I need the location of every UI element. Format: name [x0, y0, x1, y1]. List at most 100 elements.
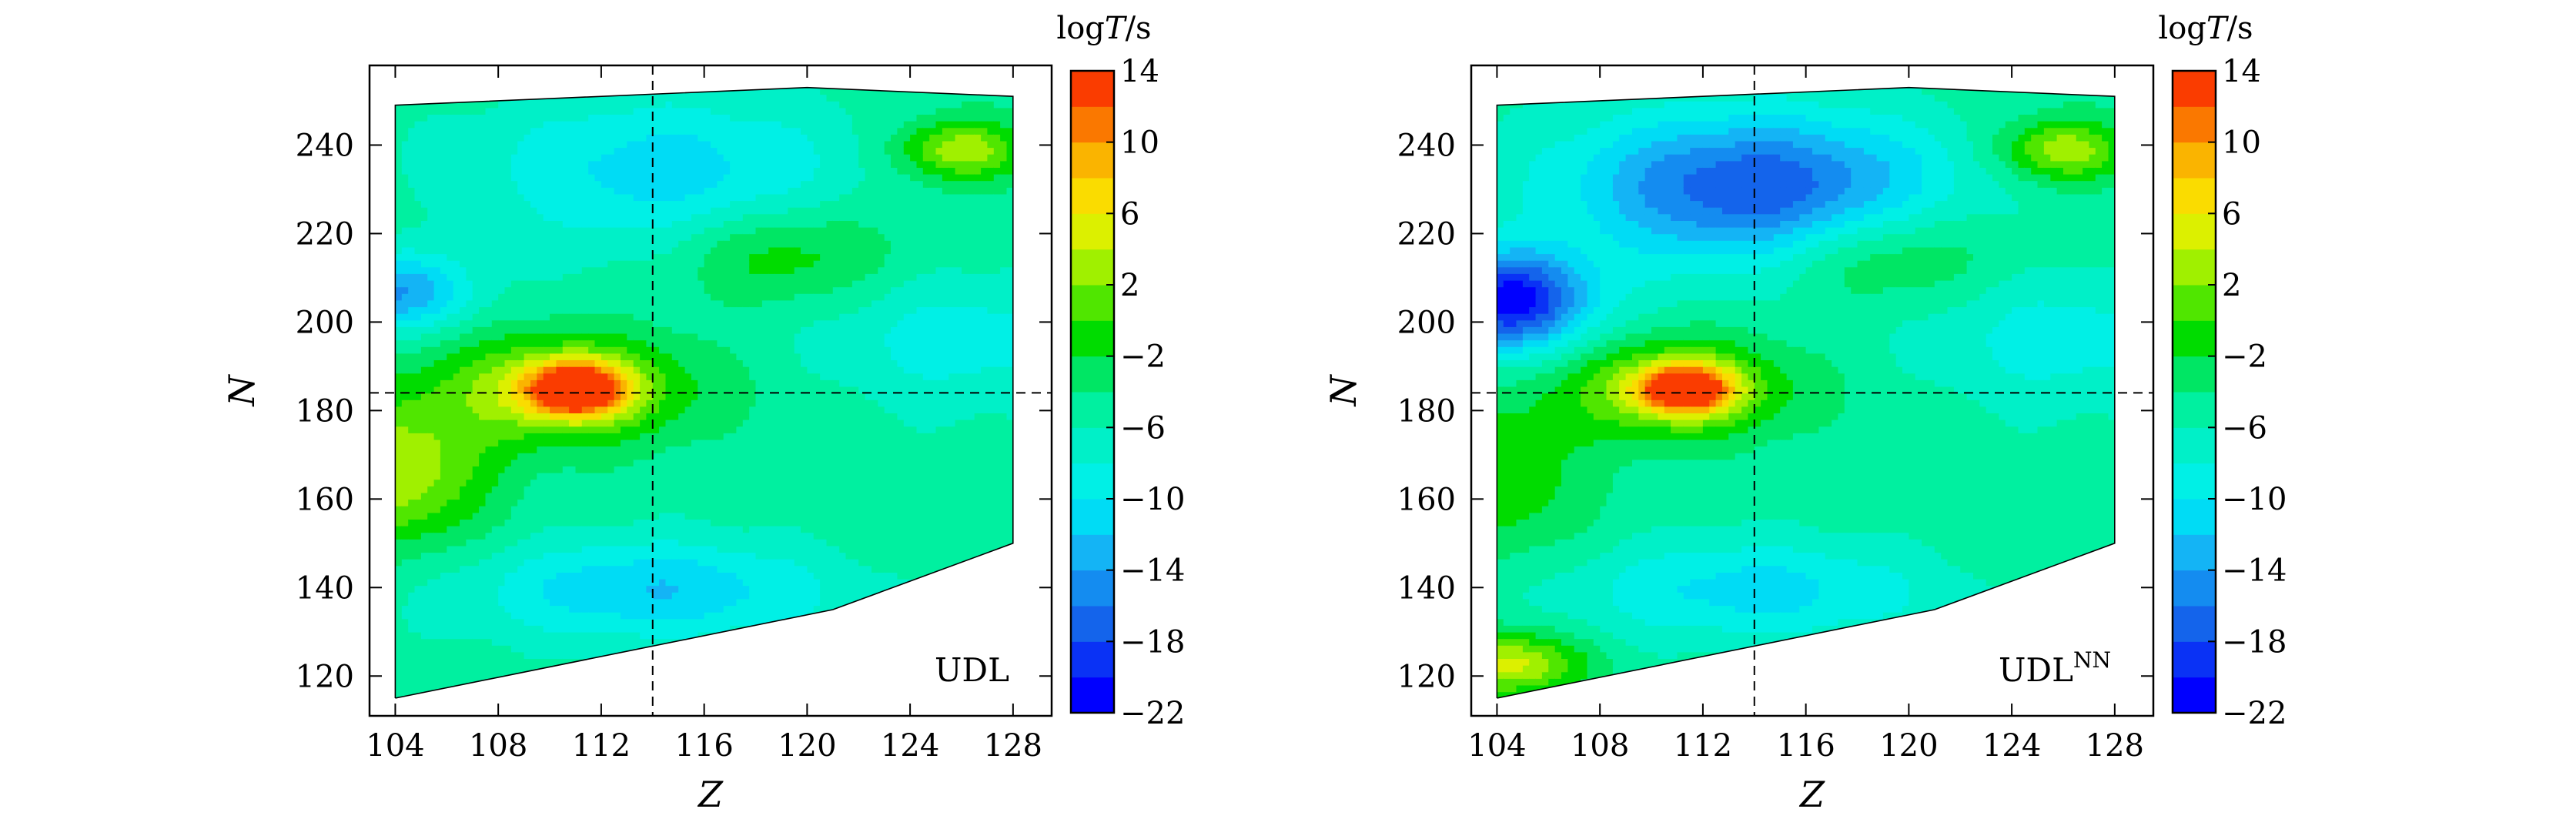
heatmap-cell	[556, 180, 564, 188]
heatmap-cell	[401, 286, 409, 294]
heatmap-cell	[401, 206, 409, 215]
heatmap-cell	[427, 386, 435, 394]
heatmap-cell	[556, 472, 564, 480]
heatmap-cell	[517, 75, 524, 82]
heatmap-cell	[517, 592, 525, 600]
heatmap-cell	[717, 213, 724, 221]
heatmap-cell	[550, 592, 557, 600]
heatmap-cell	[440, 366, 448, 374]
heatmap-cell	[678, 107, 686, 115]
heatmap-cell	[543, 107, 550, 115]
heatmap-cell	[472, 120, 480, 129]
heatmap-cell	[659, 506, 667, 513]
heatmap-cell	[485, 399, 493, 407]
heatmap-cell	[627, 605, 634, 613]
heatmap-cell	[691, 386, 699, 394]
heatmap-cell	[698, 366, 705, 374]
heatmap-cell	[511, 75, 518, 82]
heatmap-cell	[711, 299, 718, 308]
heatmap-cell	[460, 419, 467, 427]
heatmap-cell	[408, 433, 416, 440]
heatmap-cell	[537, 605, 544, 613]
heatmap-cell	[408, 259, 416, 268]
heatmap-cell	[395, 187, 403, 195]
heatmap-cell	[665, 173, 673, 182]
heatmap-cell	[498, 698, 505, 705]
heatmap-cell	[575, 558, 583, 567]
heatmap-cell	[614, 479, 621, 486]
heatmap-cell	[491, 645, 499, 653]
heatmap-cell	[601, 472, 609, 480]
heatmap-cell	[420, 253, 429, 261]
heatmap-cell	[395, 299, 403, 308]
heatmap-cell	[472, 134, 480, 142]
heatmap-cell	[711, 206, 718, 215]
heatmap-cell	[479, 618, 487, 626]
contour-heatmap	[395, 75, 1013, 705]
heatmap-cell	[684, 147, 692, 155]
heatmap-cell	[485, 439, 493, 447]
heatmap-cell	[485, 519, 493, 526]
heatmap-cell	[460, 266, 467, 274]
heatmap-cell	[646, 625, 654, 633]
heatmap-cell	[427, 180, 435, 188]
heatmap-cell	[607, 691, 615, 698]
heatmap-cell	[543, 499, 550, 506]
heatmap-cell	[479, 419, 487, 427]
heatmap-cell	[562, 519, 570, 526]
heatmap-cell	[556, 618, 564, 626]
heatmap-cell	[543, 379, 550, 387]
heatmap-cell	[427, 101, 435, 109]
heatmap-cell	[601, 618, 609, 626]
heatmap-cell	[427, 273, 435, 281]
heatmap-cell	[621, 552, 628, 560]
heatmap-cell	[652, 266, 660, 274]
heatmap-cell	[466, 393, 473, 400]
heatmap-cell	[627, 618, 634, 626]
heatmap-cell	[704, 286, 711, 294]
heatmap-cell	[671, 379, 679, 387]
heatmap-cell	[581, 154, 589, 162]
heatmap-cell	[491, 658, 499, 666]
heatmap-cell	[614, 246, 621, 255]
heatmap-cell	[427, 658, 435, 666]
heatmap-cell	[504, 598, 512, 607]
heatmap-cell	[420, 459, 429, 466]
heatmap-cell	[711, 107, 718, 115]
heatmap-cell	[691, 147, 699, 155]
heatmap-cell	[723, 684, 731, 693]
heatmap-cell	[414, 472, 422, 480]
heatmap-cell	[646, 565, 654, 573]
heatmap-cell	[614, 127, 621, 135]
heatmap-cell	[646, 525, 654, 533]
heatmap-cell	[575, 333, 583, 341]
heatmap-cell	[510, 453, 519, 460]
heatmap-cell	[504, 638, 512, 646]
heatmap-cell	[614, 618, 621, 626]
heatmap-cell	[671, 552, 679, 560]
heatmap-cell	[607, 558, 615, 567]
heatmap-cell	[671, 545, 679, 553]
heatmap-cell	[640, 259, 647, 268]
heatmap-cell	[447, 605, 454, 613]
heatmap-cell	[562, 193, 570, 202]
heatmap-cell	[491, 147, 499, 155]
heatmap-cell	[485, 631, 493, 640]
heatmap-cell	[420, 413, 429, 420]
heatmap-cell	[581, 359, 589, 367]
heatmap-cell	[671, 386, 679, 394]
heatmap-cell	[575, 293, 583, 301]
heatmap-cell	[588, 233, 596, 241]
heatmap-cell	[621, 87, 628, 95]
heatmap-cell	[601, 439, 609, 447]
heatmap-cell	[433, 598, 441, 607]
heatmap-cell	[472, 658, 480, 666]
heatmap-cell	[671, 140, 679, 149]
heatmap-cell	[453, 426, 460, 433]
heatmap-cell	[491, 220, 499, 228]
heatmap-cell	[607, 433, 615, 440]
heatmap-cell	[485, 279, 493, 288]
heatmap-cell	[684, 240, 692, 248]
heatmap-cell	[691, 671, 699, 679]
heatmap-cell	[659, 625, 667, 633]
